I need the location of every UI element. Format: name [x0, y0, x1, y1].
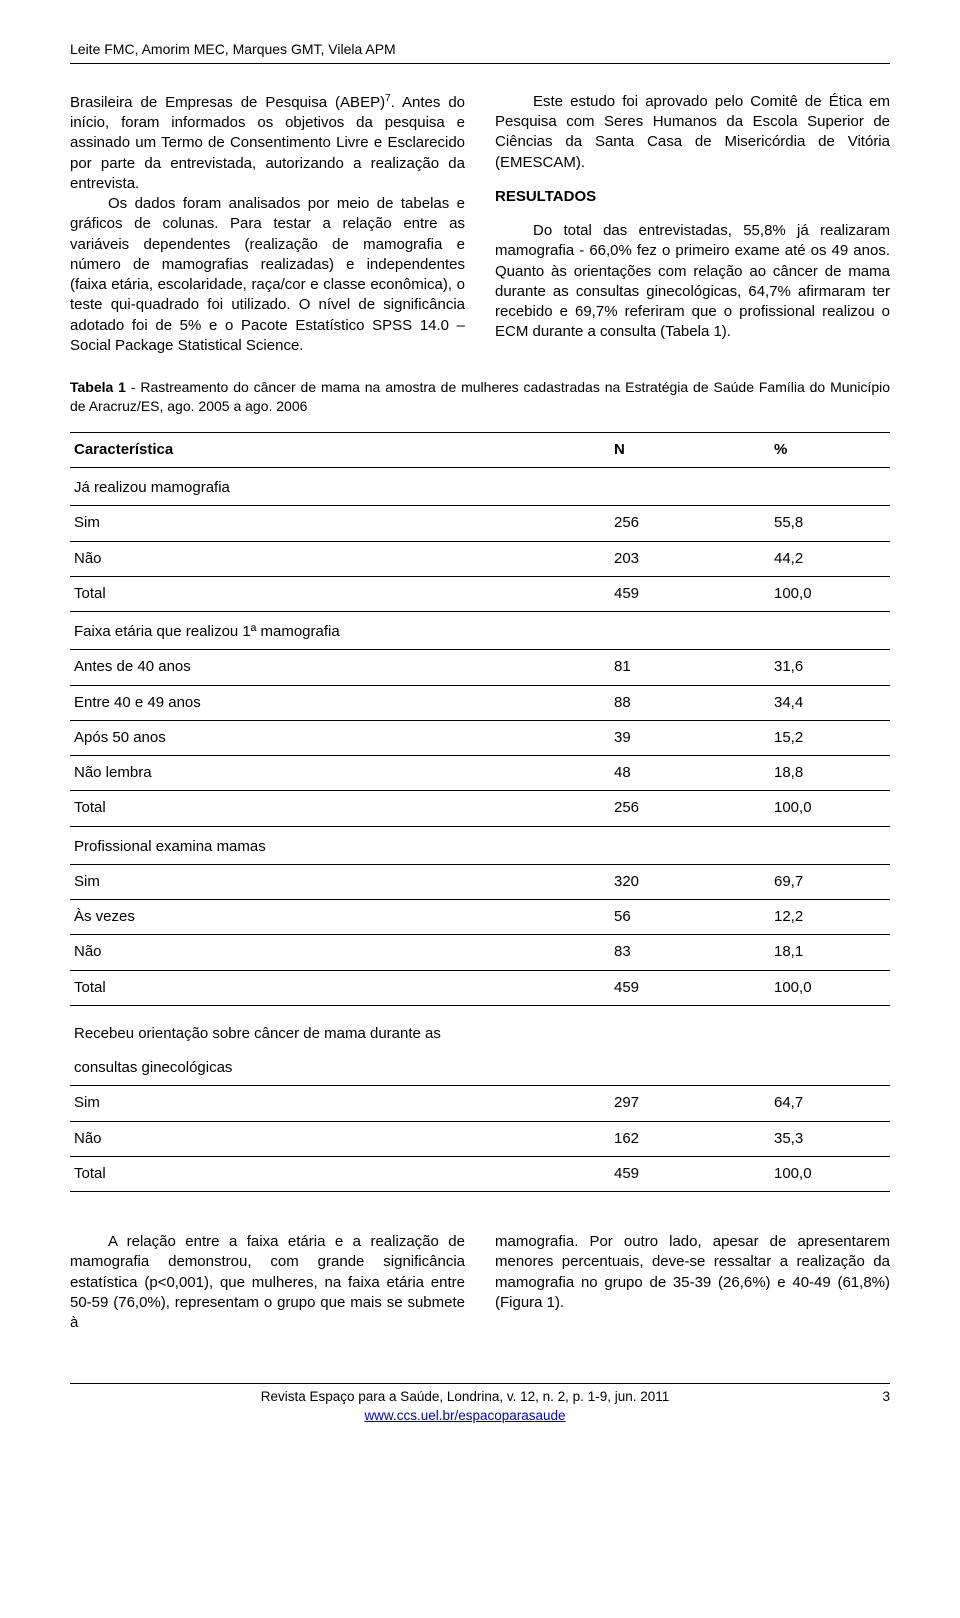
table-section-line2: consultas ginecológicas: [70, 1051, 890, 1086]
col-pct: %: [770, 432, 890, 467]
cell: 459: [610, 970, 770, 1005]
table-row: Antes de 40 anos8131,6: [70, 650, 890, 685]
section-title: Faixa etária que realizou 1ª mamografia: [70, 612, 610, 650]
cell: 100,0: [770, 576, 890, 611]
cell: 256: [610, 506, 770, 541]
cell: 459: [610, 1156, 770, 1191]
cell: 39: [610, 720, 770, 755]
cell: 55,8: [770, 506, 890, 541]
cell: 31,6: [770, 650, 890, 685]
footer-citation: Revista Espaço para a Saúde, Londrina, v…: [70, 1388, 860, 1406]
cell: Não lembra: [70, 756, 610, 791]
table-1: Característica N % Já realizou mamografi…: [70, 432, 890, 1192]
cell: 320: [610, 864, 770, 899]
resultados-heading: RESULTADOS: [495, 187, 890, 207]
table-section: Já realizou mamografia: [70, 468, 890, 506]
left-p1-text: Brasileira de Empresas de Pesquisa (ABEP…: [70, 94, 385, 111]
col-n: N: [610, 432, 770, 467]
bottom-right-para: mamografia. Por outro lado, apesar de ap…: [495, 1232, 890, 1313]
footer-citation-block: Revista Espaço para a Saúde, Londrina, v…: [70, 1388, 860, 1424]
table-row: Às vezes5612,2: [70, 900, 890, 935]
left-column: Brasileira de Empresas de Pesquisa (ABEP…: [70, 92, 465, 356]
cell: 100,0: [770, 791, 890, 826]
table-row: Total459100,0: [70, 970, 890, 1005]
table-section: Recebeu orientação sobre câncer de mama …: [70, 1005, 890, 1051]
table-caption-text: - Rastreamento do câncer de mama na amos…: [70, 379, 890, 414]
cell: Total: [70, 791, 610, 826]
section-title-line2: consultas ginecológicas: [70, 1051, 610, 1086]
col-caracteristica: Característica: [70, 432, 610, 467]
table-header-row: Característica N %: [70, 432, 890, 467]
cell: Não: [70, 935, 610, 970]
body-columns-bottom: A relação entre a faixa etária e a reali…: [70, 1232, 890, 1333]
cell: Não: [70, 541, 610, 576]
cell: Sim: [70, 506, 610, 541]
table-caption-bold: Tabela 1: [70, 379, 126, 395]
cell: 297: [610, 1086, 770, 1121]
right-column: Este estudo foi aprovado pelo Comitê de …: [495, 92, 890, 356]
bottom-left-column: A relação entre a faixa etária e a reali…: [70, 1232, 465, 1333]
table-row: Total459100,0: [70, 1156, 890, 1191]
cell: 35,3: [770, 1121, 890, 1156]
right-para-2: Do total das entrevistadas, 55,8% já rea…: [495, 221, 890, 343]
table-row: Após 50 anos3915,2: [70, 720, 890, 755]
cell: Sim: [70, 1086, 610, 1121]
cell: 81: [610, 650, 770, 685]
cell: 15,2: [770, 720, 890, 755]
cell: 44,2: [770, 541, 890, 576]
footer: Revista Espaço para a Saúde, Londrina, v…: [70, 1383, 890, 1424]
footer-page-number: 3: [860, 1388, 890, 1406]
cell: Não: [70, 1121, 610, 1156]
cell: 88: [610, 685, 770, 720]
cell: 256: [610, 791, 770, 826]
table-row: Total459100,0: [70, 576, 890, 611]
cell: 18,8: [770, 756, 890, 791]
table-row: Entre 40 e 49 anos8834,4: [70, 685, 890, 720]
cell: Às vezes: [70, 900, 610, 935]
cell: Sim: [70, 864, 610, 899]
section-title: Já realizou mamografia: [70, 468, 610, 506]
cell: Total: [70, 970, 610, 1005]
cell: 12,2: [770, 900, 890, 935]
cell: 459: [610, 576, 770, 611]
table-section: Faixa etária que realizou 1ª mamografia: [70, 612, 890, 650]
cell: 203: [610, 541, 770, 576]
table-row: Sim32069,7: [70, 864, 890, 899]
left-para-2: Os dados foram analisados por meio de ta…: [70, 194, 465, 356]
header-authors: Leite FMC, Amorim MEC, Marques GMT, Vile…: [70, 40, 890, 64]
table-caption: Tabela 1 - Rastreamento do câncer de mam…: [70, 378, 890, 416]
cell: 83: [610, 935, 770, 970]
bottom-left-para: A relação entre a faixa etária e a reali…: [70, 1232, 465, 1333]
cell: 64,7: [770, 1086, 890, 1121]
table-row: Total256100,0: [70, 791, 890, 826]
cell: 100,0: [770, 970, 890, 1005]
cell: 162: [610, 1121, 770, 1156]
footer-url[interactable]: www.ccs.uel.br/espacoparasaude: [364, 1408, 565, 1423]
left-para-1: Brasileira de Empresas de Pesquisa (ABEP…: [70, 92, 465, 194]
cell: 18,1: [770, 935, 890, 970]
cell: Após 50 anos: [70, 720, 610, 755]
table-row: Sim25655,8: [70, 506, 890, 541]
table-row: Não lembra4818,8: [70, 756, 890, 791]
table-row: Sim29764,7: [70, 1086, 890, 1121]
section-title-line1: Recebeu orientação sobre câncer de mama …: [70, 1005, 610, 1051]
cell: Entre 40 e 49 anos: [70, 685, 610, 720]
cell: 48: [610, 756, 770, 791]
section-title: Profissional examina mamas: [70, 826, 610, 864]
cell: 100,0: [770, 1156, 890, 1191]
table-row: Não8318,1: [70, 935, 890, 970]
cell: Antes de 40 anos: [70, 650, 610, 685]
cell: Total: [70, 1156, 610, 1191]
right-para-1: Este estudo foi aprovado pelo Comitê de …: [495, 92, 890, 173]
cell: Total: [70, 576, 610, 611]
table-row: Não20344,2: [70, 541, 890, 576]
bottom-right-column: mamografia. Por outro lado, apesar de ap…: [495, 1232, 890, 1333]
table-section: Profissional examina mamas: [70, 826, 890, 864]
cell: 34,4: [770, 685, 890, 720]
cell: 69,7: [770, 864, 890, 899]
cell: 56: [610, 900, 770, 935]
body-columns-top: Brasileira de Empresas de Pesquisa (ABEP…: [70, 92, 890, 356]
table-row: Não16235,3: [70, 1121, 890, 1156]
